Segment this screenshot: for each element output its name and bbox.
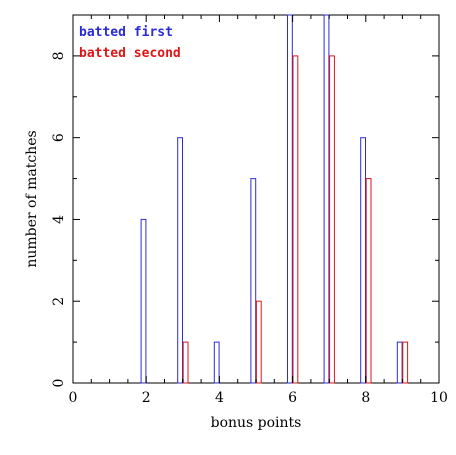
x-axis-label: bonus points [211, 415, 302, 431]
bar-second-6 [292, 55, 299, 384]
x-tick-label: 0 [69, 390, 78, 406]
bar-first-2 [140, 218, 147, 384]
x-tick-label: 2 [142, 390, 151, 406]
bar-first-6 [287, 14, 293, 384]
y-tick-labels: 0 2 4 6 8 [51, 51, 67, 387]
bar-first-4 [213, 341, 220, 384]
legend-entry-batted-second: batted second [79, 46, 181, 61]
y-tick-label: 2 [51, 297, 67, 306]
bar-first-8 [360, 137, 367, 384]
y-axis-label: number of matches [24, 130, 40, 267]
bar-first-5 [250, 178, 257, 384]
bar-first-3 [177, 137, 183, 384]
legend-entry-batted-first: batted first [79, 25, 173, 40]
bar-second-5 [255, 300, 262, 384]
y-tick-label: 8 [51, 51, 67, 60]
bar-first-7 [323, 14, 330, 384]
x-tick-label: 8 [361, 390, 370, 406]
x-tick-label: 10 [430, 390, 448, 406]
bar-first-9 [396, 341, 403, 384]
y-tick-label: 4 [51, 215, 67, 224]
x-tick-labels: 0 2 4 6 8 10 [69, 390, 448, 406]
y-tick-label: 0 [51, 379, 67, 388]
legend: batted first batted second [79, 25, 181, 61]
bars-group [140, 14, 409, 384]
ticks-group [72, 14, 440, 384]
x-tick-label: 4 [215, 390, 224, 406]
x-tick-label: 6 [288, 390, 297, 406]
y-tick-label: 6 [51, 133, 67, 142]
bar-second-8 [365, 178, 372, 384]
bar-second-9 [402, 341, 409, 384]
bar-second-7 [329, 55, 335, 384]
bar-second-3 [182, 341, 189, 384]
